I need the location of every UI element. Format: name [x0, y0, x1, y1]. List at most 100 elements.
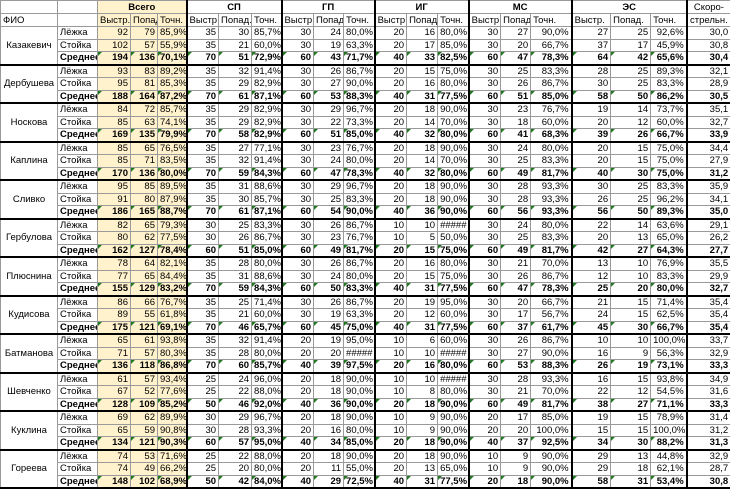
cell-total-accuracy[interactable]: 55,9%: [158, 39, 187, 52]
cell-ms-shots[interactable]: 60: [469, 398, 501, 411]
cell-speed[interactable]: 33,3: [687, 398, 730, 411]
cell-sp-hits[interactable]: 30: [219, 27, 252, 40]
cell-ms-hits[interactable]: 20: [501, 296, 531, 309]
cell-total-shots[interactable]: 71: [98, 347, 131, 360]
cell-ig-shots[interactable]: 20: [375, 296, 407, 309]
cell-gp-hits[interactable]: 49: [314, 244, 344, 257]
cell-gp-shots[interactable]: 30: [282, 309, 314, 322]
cell-sp-accuracy[interactable]: 82,9%: [252, 129, 282, 142]
cell-total-hits[interactable]: 72: [131, 103, 158, 116]
cell-ig-shots[interactable]: 20: [375, 398, 407, 411]
cell-total-accuracy[interactable]: 76,5%: [158, 142, 187, 155]
cell-total-shots[interactable]: 85: [98, 155, 131, 168]
cell-ms-shots[interactable]: 10: [469, 463, 501, 476]
cell-gp-hits[interactable]: 18: [314, 411, 344, 424]
cell-sp-hits[interactable]: 29: [219, 116, 252, 129]
cell-sp-accuracy[interactable]: 88,0%: [252, 450, 282, 463]
row-type[interactable]: Лёжка: [58, 373, 98, 386]
header-ms-shots[interactable]: Выстр.: [469, 14, 501, 27]
cell-ms-shots[interactable]: 30: [469, 373, 501, 386]
cell-ms-hits[interactable]: 26: [501, 270, 531, 283]
cell-es-hits[interactable]: 30: [611, 167, 651, 180]
cell-ig-accuracy[interactable]: 90,0%: [438, 411, 469, 424]
cell-ig-hits[interactable]: 9: [407, 411, 438, 424]
cell-total-accuracy[interactable]: 84,4%: [158, 270, 187, 283]
cell-ig-hits[interactable]: 31: [407, 283, 438, 296]
cell-ig-hits[interactable]: 18: [407, 437, 438, 450]
cell-ig-shots[interactable]: 40: [375, 206, 407, 219]
cell-gp-hits[interactable]: 51: [314, 129, 344, 142]
cell-ms-hits[interactable]: 26: [501, 78, 531, 91]
cell-total-shots[interactable]: 148: [98, 475, 131, 488]
cell-total-hits[interactable]: 53: [131, 450, 158, 463]
cell-gp-hits[interactable]: 39: [314, 360, 344, 373]
cell-sp-hits[interactable]: 20: [219, 463, 252, 476]
cell-ig-accuracy[interactable]: 90,0%: [438, 398, 469, 411]
cell-gp-accuracy[interactable]: 71,7%: [344, 52, 375, 65]
header-ms-hits[interactable]: Попад.: [501, 14, 531, 27]
cell-es-hits[interactable]: 25: [611, 65, 651, 78]
cell-gp-accuracy[interactable]: 90,0%: [344, 78, 375, 91]
cell-ms-hits[interactable]: 47: [501, 52, 531, 65]
cell-gp-shots[interactable]: 60: [282, 321, 314, 334]
cell-ms-hits[interactable]: 24: [501, 219, 531, 232]
cell-es-accuracy[interactable]: 53,4%: [651, 475, 687, 488]
row-type[interactable]: Стойка: [58, 463, 98, 476]
cell-es-shots[interactable]: 58: [572, 90, 611, 103]
cell-sp-shots[interactable]: 35: [187, 103, 219, 116]
cell-es-shots[interactable]: 19: [572, 103, 611, 116]
cell-gp-hits[interactable]: 36: [314, 398, 344, 411]
cell-sp-hits[interactable]: 32: [219, 65, 252, 78]
cell-ig-hits[interactable]: 16: [407, 27, 438, 40]
cell-gp-hits[interactable]: 16: [314, 424, 344, 437]
cell-es-shots[interactable]: 29: [572, 450, 611, 463]
cell-ms-hits[interactable]: 23: [501, 103, 531, 116]
cell-sp-accuracy[interactable]: 92,0%: [252, 398, 282, 411]
cell-ig-shots[interactable]: 10: [375, 386, 407, 399]
cell-speed[interactable]: 30,8: [687, 39, 730, 52]
cell-ig-hits[interactable]: 16: [407, 78, 438, 91]
cell-ig-hits[interactable]: 33: [407, 52, 438, 65]
cell-speed[interactable]: 35,9: [687, 180, 730, 193]
cell-es-accuracy[interactable]: 64,3%: [651, 244, 687, 257]
person-name[interactable]: Гербулова: [1, 219, 58, 258]
cell-es-hits[interactable]: 13: [611, 232, 651, 245]
cell-speed[interactable]: 26,2: [687, 232, 730, 245]
cell-total-shots[interactable]: 86: [98, 296, 131, 309]
cell-sp-hits[interactable]: 57: [219, 437, 252, 450]
row-type[interactable]: Лёжка: [58, 65, 98, 78]
cell-ms-accuracy[interactable]: 83,3%: [531, 232, 572, 245]
cell-es-accuracy[interactable]: 78,9%: [651, 411, 687, 424]
cell-ig-accuracy[interactable]: 80,0%: [438, 27, 469, 40]
person-name[interactable]: Куклина: [1, 411, 58, 450]
row-type[interactable]: Стойка: [58, 347, 98, 360]
cell-sp-hits[interactable]: 28: [219, 347, 252, 360]
row-type[interactable]: Среднее: [58, 90, 98, 103]
cell-ms-accuracy[interactable]: 85,0%: [531, 411, 572, 424]
cell-ig-accuracy[interactable]: 75,0%: [438, 65, 469, 78]
cell-gp-hits[interactable]: 26: [314, 296, 344, 309]
cell-gp-accuracy[interactable]: #####: [344, 347, 375, 360]
cell-es-shots[interactable]: 20: [572, 142, 611, 155]
cell-gp-shots[interactable]: 40: [282, 398, 314, 411]
cell-ig-hits[interactable]: 15: [407, 270, 438, 283]
cell-total-hits[interactable]: 121: [131, 321, 158, 334]
cell-ms-accuracy[interactable]: 56,7%: [531, 309, 572, 322]
cell-total-accuracy[interactable]: 83,5%: [158, 155, 187, 168]
cell-ig-accuracy[interactable]: 75,0%: [438, 244, 469, 257]
cell-sp-accuracy[interactable]: 82,9%: [252, 116, 282, 129]
person-name[interactable]: Носкова: [1, 103, 58, 142]
cell-speed[interactable]: 28,9: [687, 78, 730, 91]
cell-gp-accuracy[interactable]: 83,3%: [344, 193, 375, 206]
cell-ms-hits[interactable]: 17: [501, 309, 531, 322]
cell-es-hits[interactable]: 17: [611, 39, 651, 52]
cell-es-shots[interactable]: 13: [572, 257, 611, 270]
cell-ms-hits[interactable]: 25: [501, 65, 531, 78]
cell-es-shots[interactable]: 56: [572, 206, 611, 219]
cell-gp-shots[interactable]: 60: [282, 206, 314, 219]
cell-ig-hits[interactable]: 18: [407, 142, 438, 155]
cell-ms-accuracy[interactable]: 93,3%: [531, 193, 572, 206]
cell-ms-shots[interactable]: 30: [469, 232, 501, 245]
cell-total-shots[interactable]: 186: [98, 206, 131, 219]
cell-es-accuracy[interactable]: 75,0%: [651, 167, 687, 180]
